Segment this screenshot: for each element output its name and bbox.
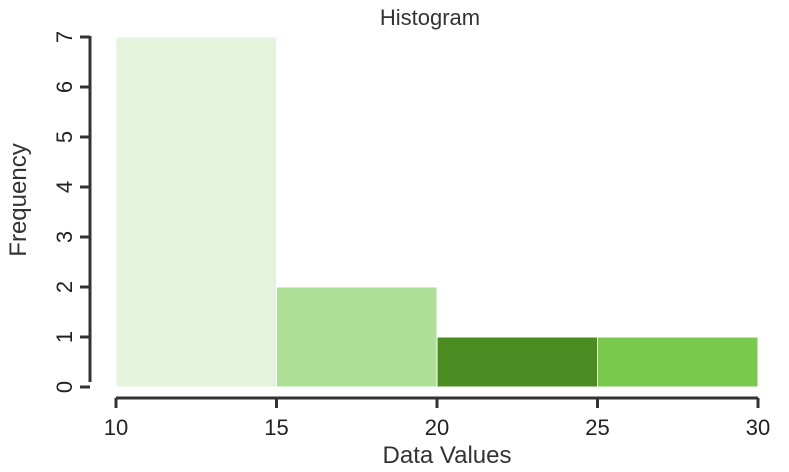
x-tick-label-10: 10	[104, 415, 128, 440]
y-ticks-group: 0 1 2 3 4 5 6 7	[52, 31, 90, 393]
x-axis-title: Data Values	[383, 442, 512, 469]
histogram-bar-2	[276, 286, 438, 388]
y-tick-label-6: 6	[52, 81, 77, 93]
y-axis-title: Frequency	[5, 143, 32, 256]
histogram-bar-3	[436, 336, 598, 388]
y-tick-label-7: 7	[52, 31, 77, 43]
bars-group	[115, 36, 759, 388]
histogram-bar-4	[597, 336, 759, 388]
x-tick-label-30: 30	[746, 415, 770, 440]
x-ticks-group: 10 15 20 25 30	[104, 398, 770, 440]
y-tick-label-4: 4	[52, 181, 77, 193]
y-tick-label-3: 3	[52, 231, 77, 243]
histogram-bar-1	[115, 36, 277, 388]
y-tick-label-1: 1	[52, 331, 77, 343]
x-tick-label-15: 15	[264, 415, 288, 440]
x-tick-label-25: 25	[585, 415, 609, 440]
y-tick-label-0: 0	[52, 381, 77, 393]
chart-title: Histogram	[380, 5, 480, 30]
y-tick-label-2: 2	[52, 281, 77, 293]
x-tick-label-20: 20	[425, 415, 449, 440]
y-tick-label-5: 5	[52, 131, 77, 143]
